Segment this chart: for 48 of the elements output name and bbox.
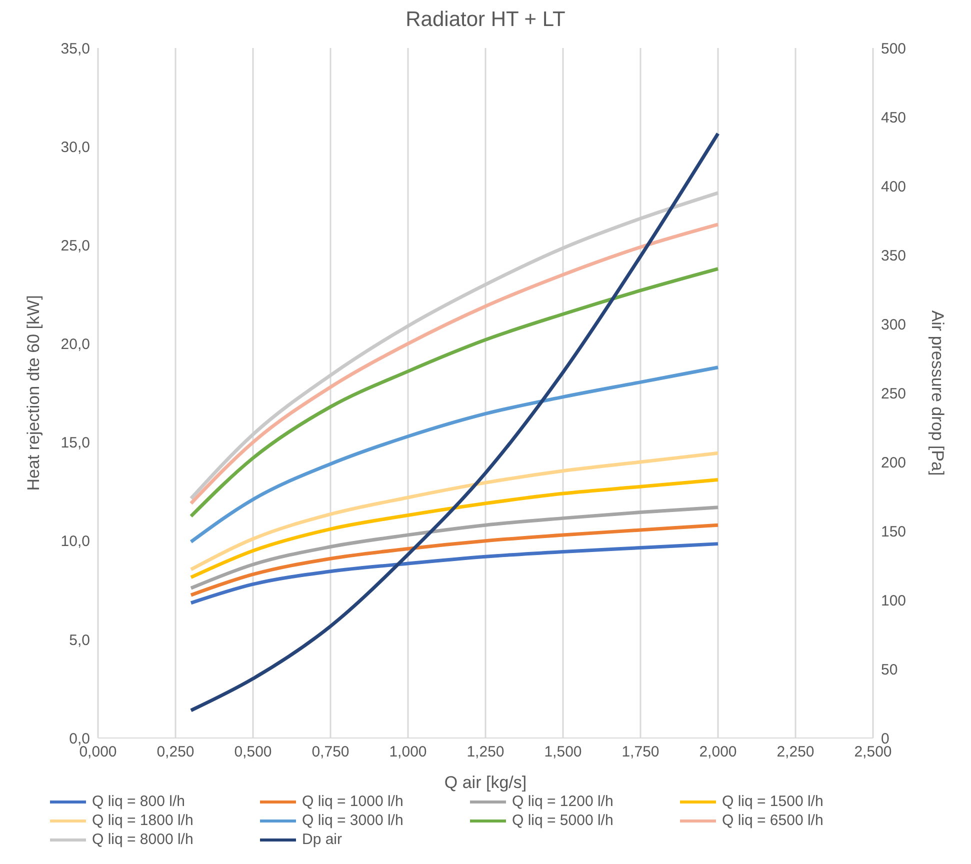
y2-tick-label: 400 xyxy=(881,178,906,196)
line-series xyxy=(189,523,720,597)
y2-axis-title: Air pressure drop [Pa] xyxy=(928,310,947,476)
y2-tick-label: 200 xyxy=(881,454,906,472)
legend-label: Q liq = 1000 l/h xyxy=(302,793,404,810)
x-tick-label: 0,500 xyxy=(234,744,272,761)
y2-tick-label: 250 xyxy=(881,385,906,402)
legend-label: Q liq = 8000 l/h xyxy=(92,831,194,848)
line-series xyxy=(189,451,720,572)
y2-tick-label: 50 xyxy=(881,661,898,678)
y2-tick-label: 350 xyxy=(881,247,906,264)
y-tick-label: 25,0 xyxy=(60,237,90,254)
x-tick-label: 0,250 xyxy=(156,744,194,761)
line-series xyxy=(189,366,720,544)
legend-label: Dp air xyxy=(302,831,342,848)
y2-tick-label: 300 xyxy=(881,316,906,334)
x-tick-label: 1,250 xyxy=(466,744,504,761)
x-tick-label: 1,750 xyxy=(622,744,660,761)
line-series xyxy=(189,478,720,580)
y-tick-label: 35,0 xyxy=(60,40,90,58)
chart-title: Radiator HT + LT xyxy=(404,8,566,33)
y2-tick-label: 100 xyxy=(881,592,906,610)
line-series xyxy=(189,267,720,518)
y-tick-label: 15,0 xyxy=(60,434,90,452)
y2-tick-label: 150 xyxy=(881,523,906,540)
x-tick-label: 0,750 xyxy=(312,744,350,761)
x-tick-label: 1,500 xyxy=(544,744,582,761)
y-tick-label: 10,0 xyxy=(60,533,90,550)
x-tick-label: 2,250 xyxy=(776,744,814,761)
y-tick-label: 30,0 xyxy=(60,138,90,156)
y-tick-label: 5,0 xyxy=(69,632,90,649)
y-axis-title: Heat rejection dte 60 [kW] xyxy=(24,295,44,491)
line-series xyxy=(189,506,720,590)
legend-label: Q liq = 1200 l/h xyxy=(512,793,614,810)
y-tick-label: 20,0 xyxy=(60,336,90,354)
x-axis-title: Q air [kg/s] xyxy=(444,773,527,792)
y2-tick-label: 500 xyxy=(881,40,906,58)
legend-label: Q liq = 800 l/h xyxy=(92,793,185,810)
line-series xyxy=(189,542,720,605)
x-tick-label: 1,000 xyxy=(389,744,427,761)
legend-label: Q liq = 1500 l/h xyxy=(722,793,824,810)
line-series xyxy=(189,132,720,712)
legend-label: Q liq = 5000 l/h xyxy=(512,812,614,829)
y2-tick-label: 450 xyxy=(881,109,906,126)
legend-label: Q liq = 6500 l/h xyxy=(722,812,824,829)
legend-label: Q liq = 1800 l/h xyxy=(92,812,194,829)
x-tick-label: 2,000 xyxy=(699,744,737,761)
legend-label: Q liq = 3000 l/h xyxy=(302,812,404,829)
